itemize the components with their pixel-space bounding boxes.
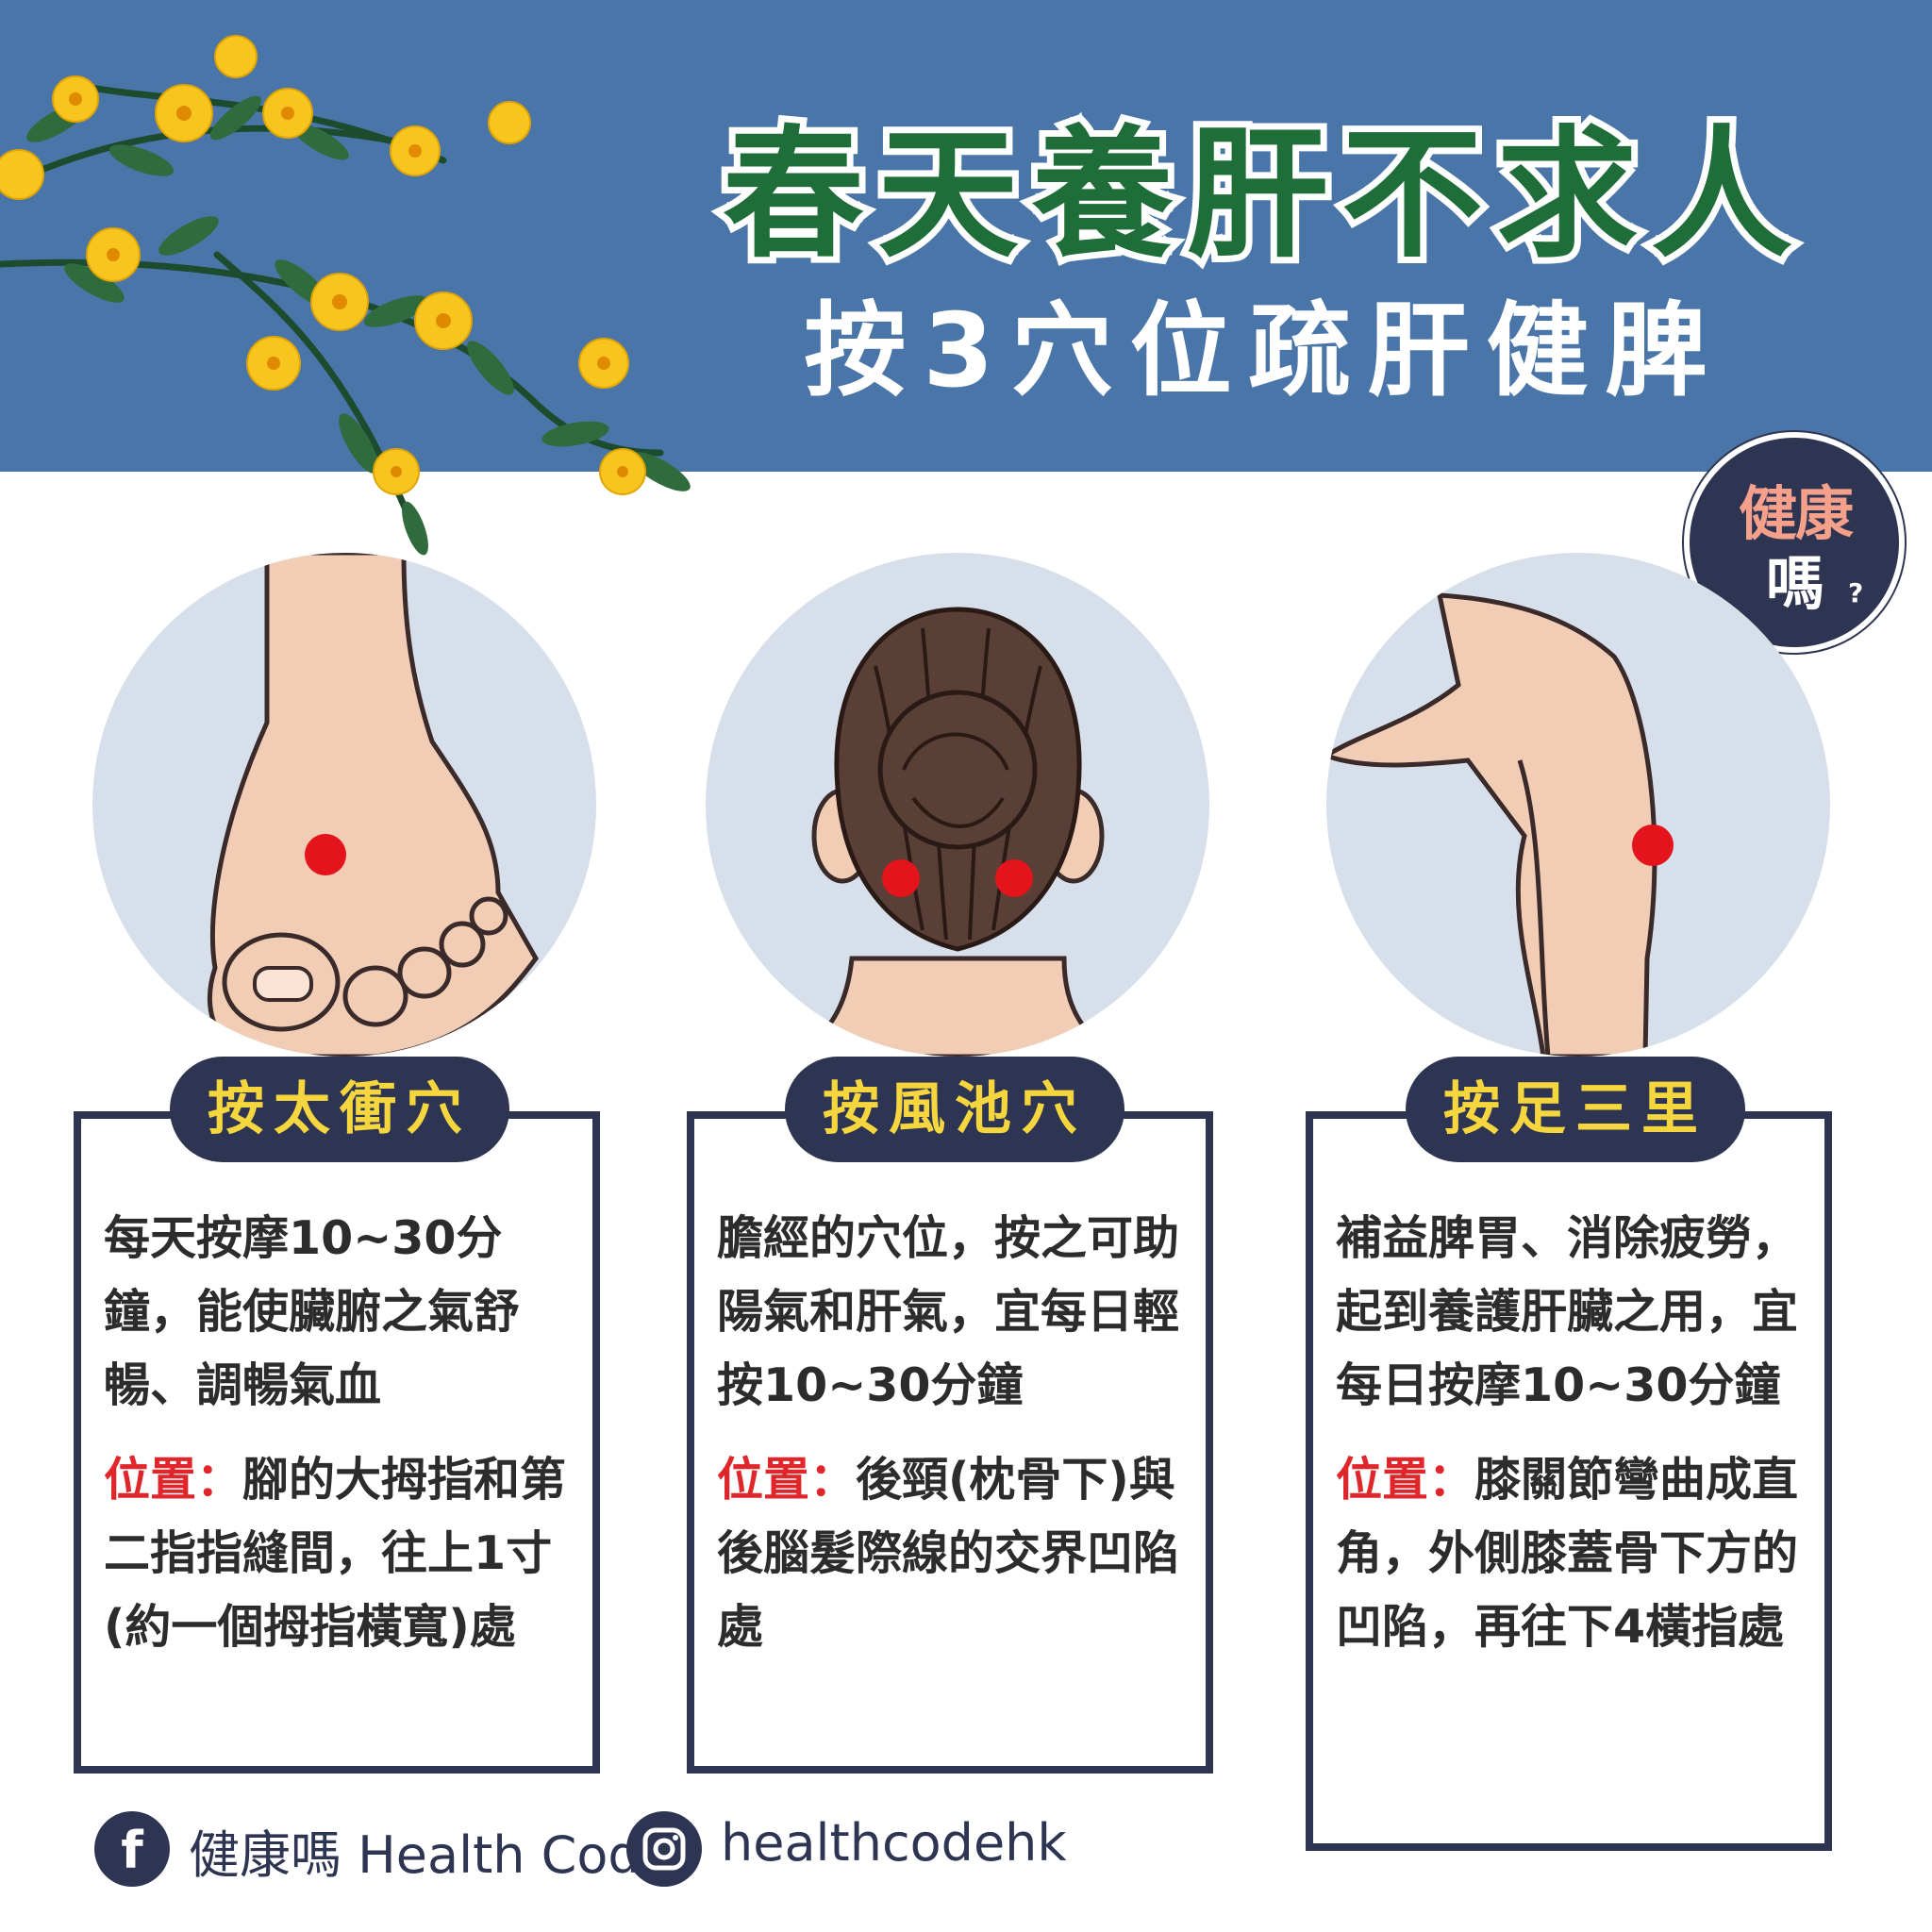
svg-text:f: f — [121, 1821, 143, 1880]
head-illustration — [706, 553, 1209, 1057]
acupoint-dot — [1632, 824, 1674, 866]
card-description: 補益脾胃、消除疲勞，起到養護肝臟之用，宜每日按摩10~30分鐘 — [1336, 1211, 1799, 1412]
card-zusanli: 補益脾胃、消除疲勞，起到養護肝臟之用，宜每日按摩10~30分鐘 位置：膝關節彎曲… — [1306, 1111, 1832, 1851]
card-location: 位置：膝關節彎曲成直角，外側膝蓋骨下方的凹陷，再往下4橫指處 — [1313, 1443, 1824, 1664]
card-title-fengchi: 按風池穴 — [785, 1057, 1124, 1162]
location-text: 膝關節彎曲成直角，外側膝蓋骨下方的凹陷，再往下4橫指處 — [1336, 1453, 1799, 1654]
facebook-icon[interactable]: f — [94, 1811, 170, 1887]
logo-line2: 嗎 — [1765, 549, 1824, 618]
foot-illustration — [92, 553, 596, 1057]
page-subtitle: 按3穴位疏肝健脾 — [804, 292, 1724, 410]
card-title-zusanli: 按足三里 — [1406, 1057, 1745, 1162]
leg-illustration — [1326, 553, 1830, 1057]
flower-branch-icon — [0, 35, 691, 556]
card-description: 膽經的穴位，按之可助陽氣和肝氣，宜每日輕按10~30分鐘 — [717, 1211, 1180, 1412]
card-title-taichong: 按太衝穴 — [170, 1057, 509, 1162]
bent-leg-icon — [1326, 592, 1674, 1057]
location-text: 後頸(枕骨下)與後腦髮際線的交界凹陷處 — [717, 1453, 1180, 1654]
acupoint-dot — [995, 859, 1033, 897]
location-text: 腳的大拇指和第二指指縫間，往上1寸(約一個拇指橫寬)處 — [104, 1453, 567, 1654]
logo-line1: 健康 — [1738, 479, 1854, 548]
head-back-icon — [780, 607, 1131, 1057]
location-label: 位置： — [1336, 1453, 1475, 1507]
foot-icon — [208, 553, 539, 1057]
card-location: 位置：腳的大拇指和第二指指縫間，往上1寸(約一個拇指橫寬)處 — [81, 1443, 592, 1664]
card-taichong: 每天按摩10~30分鐘，能使臟腑之氣舒暢、調暢氣血 位置：腳的大拇指和第二指指縫… — [74, 1111, 600, 1774]
page-title: 春天養肝不求人 — [716, 107, 1806, 284]
facebook-link[interactable]: 健康嗎 Health Code — [189, 1825, 672, 1885]
card-description: 每天按摩10~30分鐘，能使臟腑之氣舒暢、調暢氣血 — [104, 1211, 521, 1412]
acupoint-dot — [305, 834, 346, 875]
location-label: 位置： — [717, 1453, 857, 1507]
card-fengchi: 膽經的穴位，按之可助陽氣和肝氣，宜每日輕按10~30分鐘 位置：後頸(枕骨下)與… — [687, 1111, 1213, 1774]
instagram-icon[interactable] — [626, 1811, 702, 1887]
acupoint-dot — [882, 859, 920, 897]
header-banner — [0, 0, 1932, 472]
card-location: 位置：後頸(枕骨下)與後腦髮際線的交界凹陷處 — [694, 1443, 1206, 1664]
logo-mark: ? — [1848, 577, 1864, 608]
location-label: 位置： — [104, 1453, 243, 1507]
instagram-link[interactable]: healthcodehk — [721, 1813, 1067, 1873]
